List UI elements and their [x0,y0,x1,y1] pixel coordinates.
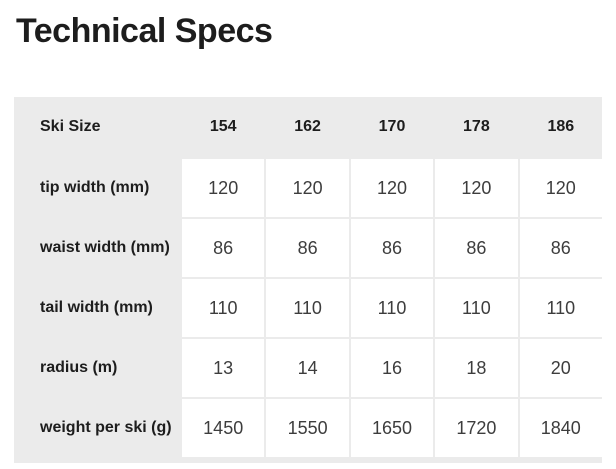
spec-value-cell: 18 [435,339,518,397]
spec-value-cell: 1840 [519,399,602,457]
spec-value-cell: 110 [350,279,434,337]
spec-value-cell: 86 [182,219,265,277]
size-column-header: 186 [547,118,575,135]
spec-value-cell: 14 [266,339,349,397]
spec-value-cell: 120 [350,159,434,217]
spec-value-cell: 120 [182,159,265,217]
spec-value-cell: 1720 [435,399,518,457]
spec-row-label: radius (m) [40,359,118,376]
spec-row-label: weight per ski (g) [40,419,172,436]
size-column-header: 178 [463,118,490,135]
spec-value-cell: 20 [519,339,602,397]
size-column-header: 170 [378,118,406,135]
spec-value-cell: 120 [266,159,349,217]
spec-row-label: tail width (mm) [40,299,153,316]
spec-value-cell: 86 [266,219,349,277]
spec-row-label: tip width (mm) [40,179,150,196]
spec-value-cell: 1450 [182,399,265,457]
spec-value-cell: 110 [519,279,602,337]
spec-value-cell: 16 [350,339,434,397]
technical-specs-table: Ski Size 154 162 170 178 186 tip width (… [14,97,602,463]
size-column-header: 162 [294,118,321,135]
size-column-header: 154 [209,118,237,135]
spec-value-cell: 1650 [350,399,434,457]
spec-value-cell: 120 [435,159,518,217]
spec-value-cell: 86 [350,219,434,277]
spec-value-cell: 86 [519,219,602,277]
spec-value-cell: 110 [266,279,349,337]
spec-value-cell: 110 [182,279,265,337]
spec-value-cell: 1550 [266,399,349,457]
ski-size-header: Ski Size [40,118,101,135]
spec-value-cell: 110 [435,279,518,337]
spec-value-cell: 13 [182,339,265,397]
page-title: Technical Specs [16,12,273,50]
spec-value-cell: 86 [435,219,518,277]
spec-value-cell: 120 [519,159,602,217]
spec-row-label: waist width (mm) [40,239,170,256]
